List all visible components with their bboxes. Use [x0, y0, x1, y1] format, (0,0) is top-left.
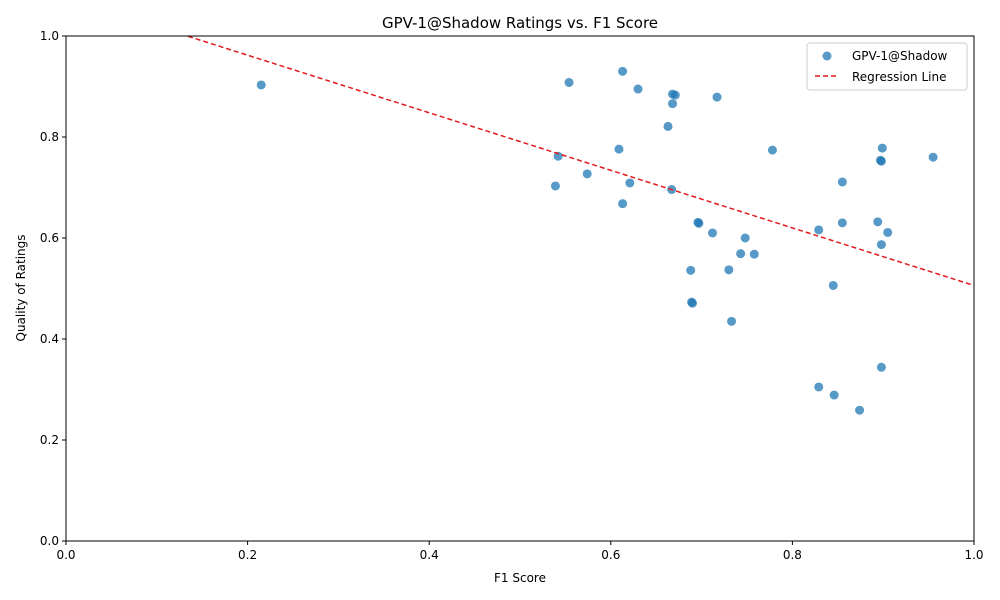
legend-line-label: Regression Line	[852, 70, 946, 84]
plot-frame	[65, 35, 975, 542]
data-point	[837, 177, 847, 187]
data-point	[686, 265, 696, 275]
data-point	[724, 265, 734, 275]
points-layer	[256, 66, 938, 415]
x-tick-label: 0.8	[783, 548, 802, 562]
x-tick-label: 0.4	[420, 548, 439, 562]
data-point	[837, 218, 847, 228]
y-tick-label: 0.8	[40, 130, 59, 144]
data-point	[740, 233, 750, 243]
x-axis: 0.0 0.2 0.4 0.6 0.8 1.0	[56, 541, 984, 562]
y-axis-label: Quality of Ratings	[14, 234, 28, 341]
data-point	[855, 405, 865, 415]
y-tick-label: 0.0	[40, 534, 59, 548]
x-tick-label: 0.6	[601, 548, 620, 562]
data-point	[618, 199, 628, 209]
data-point	[707, 228, 717, 238]
y-axis: 0.0 0.2 0.4 0.6 0.8 1.0	[40, 29, 66, 548]
plot-area	[66, 36, 974, 541]
data-point	[829, 390, 839, 400]
x-tick-label: 1.0	[964, 548, 983, 562]
data-point	[550, 181, 560, 191]
data-point	[877, 143, 887, 153]
data-point	[564, 77, 574, 87]
data-point	[727, 316, 737, 326]
data-point	[814, 382, 824, 392]
data-point	[712, 92, 722, 102]
data-point	[256, 80, 266, 90]
data-point	[553, 151, 563, 161]
data-point	[749, 249, 759, 259]
data-point	[876, 240, 886, 250]
data-point	[668, 99, 678, 109]
y-tick-label: 0.6	[40, 231, 59, 245]
legend: GPV-1@Shadow Regression Line	[806, 42, 968, 91]
chart-title: GPV-1@Shadow Ratings vs. F1 Score	[382, 14, 658, 32]
regression-line	[184, 36, 974, 287]
regression-layer	[184, 36, 974, 287]
data-point	[670, 90, 680, 100]
legend-scatter-marker	[822, 51, 832, 61]
legend-scatter-label: GPV-1@Shadow	[852, 49, 948, 63]
x-axis-label: F1 Score	[494, 571, 546, 585]
data-point	[694, 218, 704, 228]
data-point	[618, 66, 628, 76]
data-point	[633, 84, 643, 94]
data-point	[582, 169, 592, 179]
data-point	[614, 144, 624, 154]
data-point	[876, 156, 886, 166]
data-point	[873, 217, 883, 227]
data-point	[625, 178, 635, 188]
data-point	[663, 121, 673, 131]
data-point	[876, 362, 886, 372]
data-point	[828, 280, 838, 290]
x-tick-label: 0.2	[238, 548, 257, 562]
y-tick-label: 0.4	[40, 332, 59, 346]
legend-box	[806, 42, 968, 91]
data-point	[883, 227, 893, 237]
data-point	[736, 249, 746, 259]
y-tick-label: 1.0	[40, 29, 59, 43]
data-point	[814, 225, 824, 235]
data-point	[928, 152, 938, 162]
x-tick-label: 0.0	[56, 548, 75, 562]
y-tick-label: 0.2	[40, 433, 59, 447]
data-point	[688, 298, 698, 308]
data-point	[767, 145, 777, 155]
